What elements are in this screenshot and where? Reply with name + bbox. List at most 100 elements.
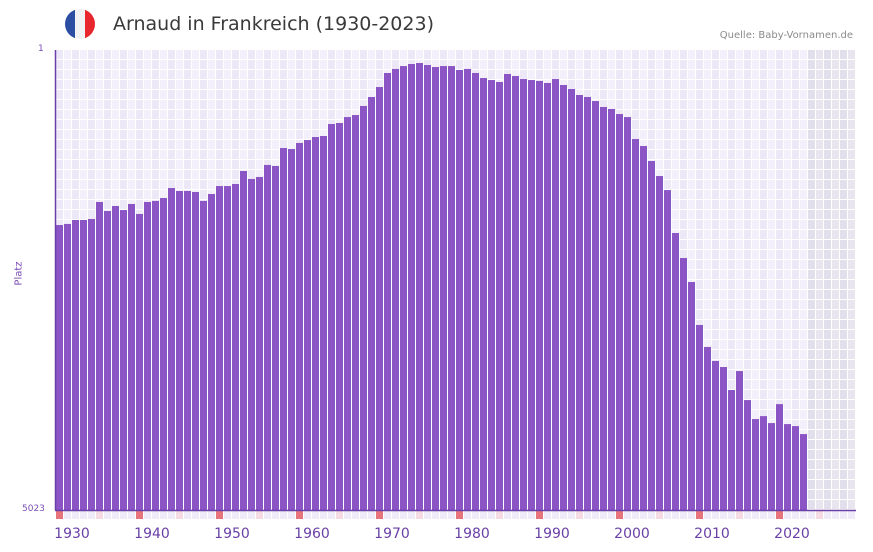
bar-1944[interactable] — [168, 188, 175, 511]
bar-1964[interactable] — [328, 124, 335, 511]
bar-1947[interactable] — [192, 191, 199, 510]
x-axis-label: 1950 — [214, 526, 250, 542]
bar-2001[interactable] — [624, 117, 631, 510]
bar-1948[interactable] — [200, 200, 207, 510]
bar-2011[interactable] — [704, 346, 711, 510]
bar-1954[interactable] — [248, 178, 255, 510]
bar-1965[interactable] — [336, 123, 343, 511]
bar-1955[interactable] — [256, 176, 263, 510]
bar-1941[interactable] — [144, 201, 151, 510]
bar-1986[interactable] — [504, 73, 511, 510]
x-axis-label: 2020 — [774, 526, 810, 542]
bar-1952[interactable] — [232, 184, 239, 510]
bar-1939[interactable] — [128, 203, 135, 510]
bar-1996[interactable] — [584, 96, 591, 510]
bar-1973[interactable] — [400, 66, 407, 510]
bar-1976[interactable] — [424, 65, 431, 510]
bar-2003[interactable] — [640, 145, 647, 510]
bar-1959[interactable] — [288, 149, 295, 510]
bar-1994[interactable] — [568, 89, 575, 510]
bar-1977[interactable] — [432, 67, 439, 510]
bar-2013[interactable] — [720, 367, 727, 510]
bar-1982[interactable] — [472, 72, 479, 510]
bar-1974[interactable] — [408, 64, 415, 510]
bar-1953[interactable] — [240, 170, 247, 510]
bar-1969[interactable] — [368, 96, 375, 510]
flag-red-stripe — [85, 9, 95, 39]
bar-1971[interactable] — [384, 72, 391, 510]
bar-1970[interactable] — [376, 87, 383, 510]
bar-1993[interactable] — [560, 84, 567, 510]
bar-1990[interactable] — [536, 80, 543, 510]
bar-1957[interactable] — [272, 165, 279, 510]
bar-2010[interactable] — [696, 324, 703, 510]
bar-1934[interactable] — [88, 218, 95, 511]
bar-1936[interactable] — [104, 211, 111, 511]
bar-1962[interactable] — [312, 137, 319, 510]
bar-2022[interactable] — [792, 426, 799, 510]
bar-1930[interactable] — [56, 225, 63, 510]
bar-1967[interactable] — [352, 115, 359, 511]
bar-1946[interactable] — [184, 190, 191, 510]
x-axis-label: 1960 — [294, 526, 330, 542]
bar-2018[interactable] — [760, 416, 767, 510]
bar-2005[interactable] — [656, 176, 663, 511]
bar-1940[interactable] — [136, 213, 143, 510]
bar-1987[interactable] — [512, 76, 519, 510]
bar-1938[interactable] — [120, 210, 127, 511]
bar-2000[interactable] — [616, 114, 623, 511]
bar-2012[interactable] — [712, 360, 719, 510]
bar-1997[interactable] — [592, 101, 599, 510]
bar-1932[interactable] — [72, 220, 79, 511]
bar-1988[interactable] — [520, 79, 527, 510]
bar-1950[interactable] — [216, 186, 223, 511]
bar-1966[interactable] — [344, 117, 351, 510]
bar-1945[interactable] — [176, 190, 183, 510]
bar-1998[interactable] — [600, 106, 607, 510]
bar-1983[interactable] — [480, 78, 487, 510]
bar-2002[interactable] — [632, 139, 639, 510]
bar-1949[interactable] — [208, 193, 215, 510]
bar-1951[interactable] — [224, 186, 231, 511]
bar-1972[interactable] — [392, 68, 399, 510]
bar-2015[interactable] — [736, 371, 743, 510]
bar-1937[interactable] — [112, 205, 119, 511]
bar-2007[interactable] — [672, 233, 679, 511]
bar-1985[interactable] — [496, 81, 503, 510]
bar-1995[interactable] — [576, 94, 583, 510]
bar-1992[interactable] — [552, 79, 559, 510]
bar-1999[interactable] — [608, 108, 615, 510]
bar-1980[interactable] — [456, 69, 463, 510]
bar-1942[interactable] — [152, 200, 159, 510]
bar-1984[interactable] — [488, 80, 495, 510]
bar-2016[interactable] — [744, 400, 751, 510]
bar-1931[interactable] — [64, 223, 71, 510]
bar-1958[interactable] — [280, 148, 287, 510]
bar-1981[interactable] — [464, 68, 471, 510]
bar-1963[interactable] — [320, 136, 327, 510]
bar-1935[interactable] — [96, 201, 103, 510]
bar-1933[interactable] — [80, 220, 87, 511]
bar-2008[interactable] — [680, 258, 687, 510]
flag-blue-stripe — [65, 9, 75, 39]
bar-2019[interactable] — [768, 423, 775, 510]
bar-1956[interactable] — [264, 164, 271, 510]
bar-1968[interactable] — [360, 105, 367, 510]
bar-1975[interactable] — [416, 63, 423, 510]
bar-2014[interactable] — [728, 390, 735, 510]
bar-2004[interactable] — [648, 161, 655, 510]
bar-2023[interactable] — [800, 434, 807, 510]
bar-1989[interactable] — [528, 80, 535, 510]
bar-2020[interactable] — [776, 404, 783, 510]
source-link[interactable]: Quelle: Baby-Vornamen.de — [719, 30, 853, 41]
bar-2006[interactable] — [664, 190, 671, 511]
bar-1960[interactable] — [296, 142, 303, 510]
bar-1979[interactable] — [448, 66, 455, 510]
bar-1943[interactable] — [160, 198, 167, 511]
bar-1978[interactable] — [440, 66, 447, 510]
bar-2009[interactable] — [688, 282, 695, 510]
bar-2017[interactable] — [752, 419, 759, 510]
bar-2021[interactable] — [784, 424, 791, 510]
bar-1991[interactable] — [544, 82, 551, 510]
bar-1961[interactable] — [304, 140, 311, 510]
